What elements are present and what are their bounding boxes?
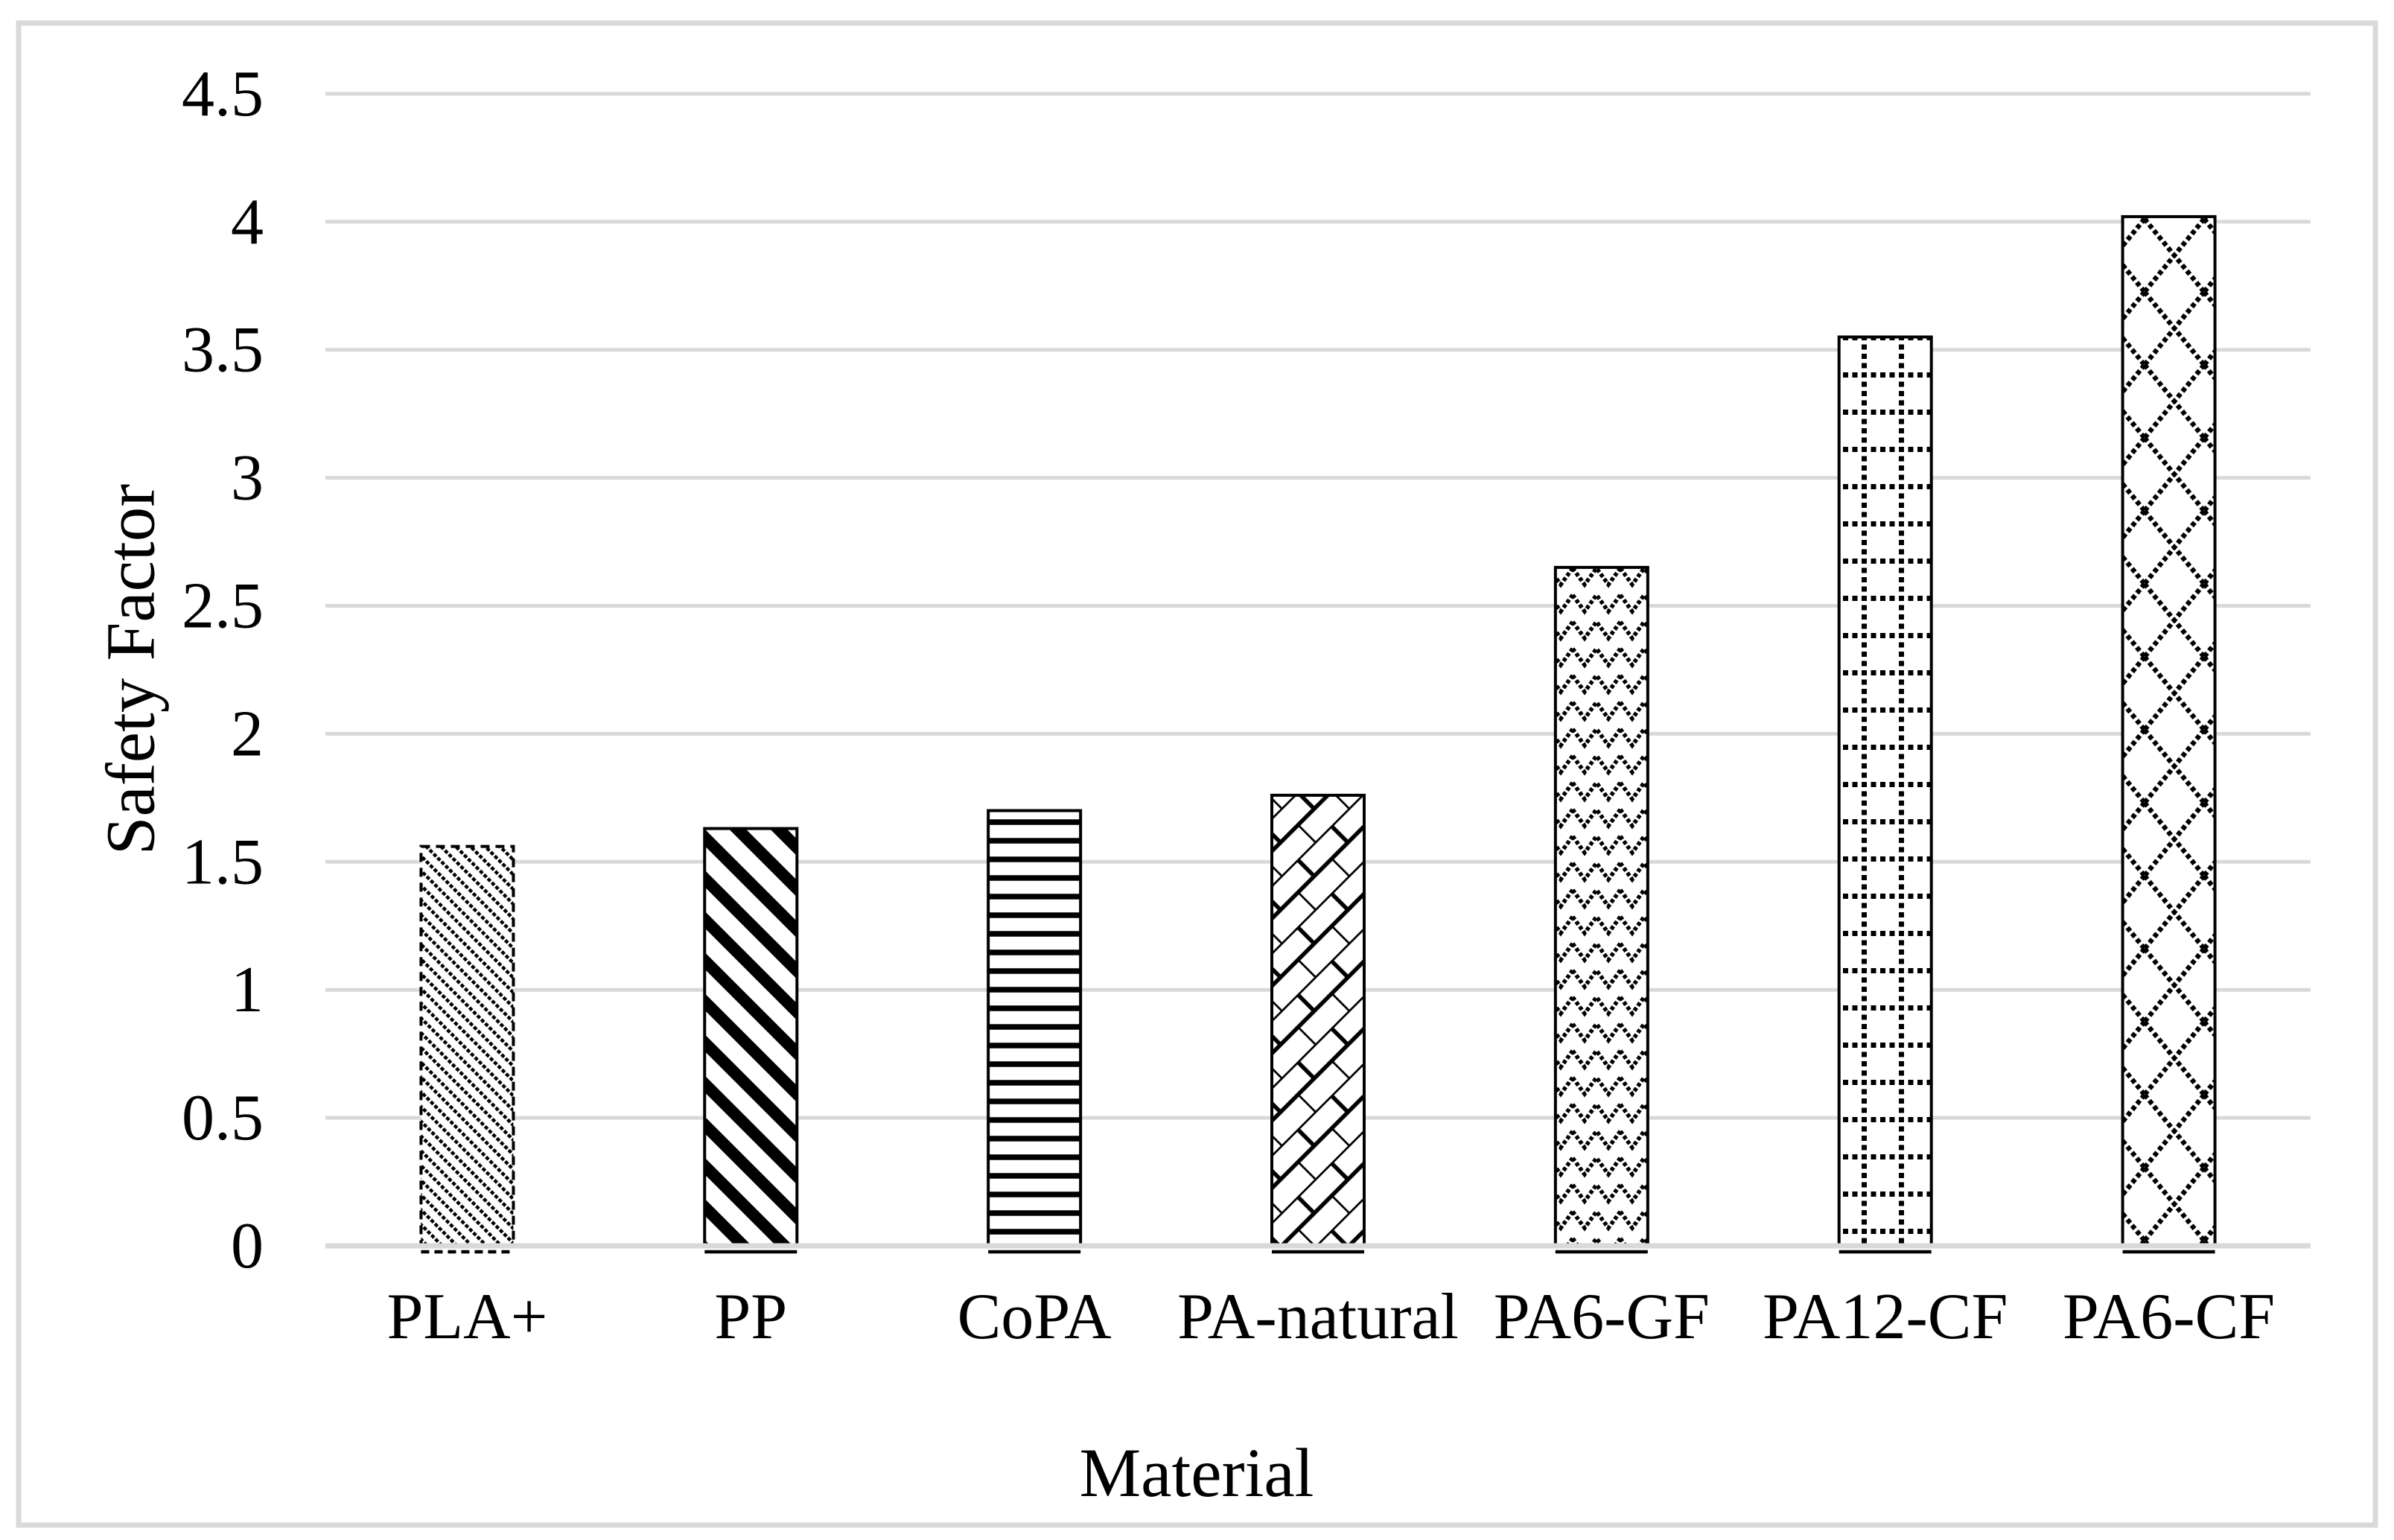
- bar-pa12-cf: [1837, 335, 1933, 1247]
- category-label-pa12-cf: PA12-CF: [1763, 1281, 2008, 1353]
- bar-series: [419, 214, 2217, 1248]
- y-tick-label-4: 4: [231, 186, 264, 258]
- category-label-copa: CoPA: [958, 1281, 1112, 1353]
- bar-pattern-fill: [704, 828, 798, 1246]
- y-tick-label-1.5: 1.5: [182, 826, 264, 898]
- chart-frame-border: [16, 20, 2378, 1528]
- y-tick-label-0.5: 0.5: [182, 1082, 264, 1154]
- bar-pp: [703, 827, 799, 1247]
- bar-pa6-gf: [1553, 565, 1649, 1247]
- bar-pattern-fill: [421, 846, 514, 1246]
- category-label-pa6-gf: PA6-GF: [1494, 1281, 1710, 1353]
- y-tick-label-1: 1: [231, 954, 264, 1026]
- y-tick-label-3: 3: [231, 442, 264, 515]
- category-label-pla: PLA+: [386, 1281, 547, 1353]
- bar-copa: [987, 809, 1083, 1248]
- x-axis-category-labels: PLA+ PP CoPA PA-natural PA6-GF PA12-CF PA6-CF: [386, 1281, 2275, 1353]
- bar-pla: [419, 844, 515, 1247]
- bar-pa-natural: [1270, 793, 1366, 1247]
- y-tick-label-4.5: 4.5: [182, 58, 264, 130]
- bar-pattern-fill: [2122, 216, 2215, 1246]
- bar-pattern-fill: [1839, 337, 1932, 1246]
- y-tick-label-0: 0: [231, 1210, 264, 1282]
- y-tick-label-2: 2: [231, 698, 264, 770]
- category-label-pp: PP: [714, 1281, 787, 1353]
- x-axis-title: Material: [1079, 1435, 1314, 1512]
- bar-pattern-fill: [1555, 567, 1648, 1246]
- horizontal-gridlines: [325, 92, 2311, 1120]
- bar-pattern-fill: [1272, 795, 1364, 1246]
- category-label-pa6-cf: PA6-CF: [2063, 1281, 2275, 1353]
- bar-pa6-cf: [2121, 214, 2217, 1248]
- y-axis-tick-labels: 0 0.5 1 1.5 2 2.5 3 3.5 4 4.5: [182, 58, 264, 1282]
- y-tick-label-3.5: 3.5: [182, 314, 264, 386]
- category-label-pa-natural: PA-natural: [1177, 1281, 1459, 1353]
- bar-pattern-fill: [988, 810, 1081, 1246]
- y-axis-title: Safety Factor: [93, 484, 170, 855]
- y-tick-label-2.5: 2.5: [182, 570, 264, 643]
